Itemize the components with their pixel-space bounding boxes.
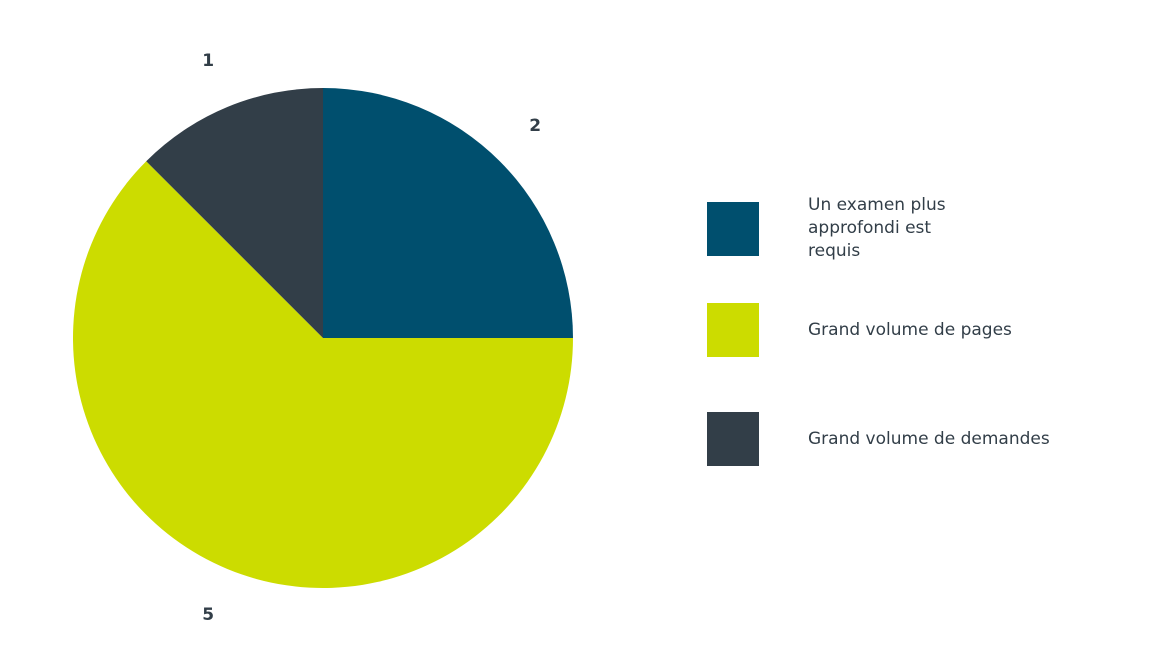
- legend-swatch: [707, 303, 759, 357]
- legend-entry: Grand volume de pages: [707, 303, 1127, 357]
- legend-label: Grand volume de demandes: [808, 428, 1050, 449]
- legend-swatch: [707, 201, 759, 256]
- pie-slice: [323, 88, 573, 338]
- data-label: 5: [202, 605, 214, 625]
- legend-entry: Un examen plus approfondi est requis: [707, 194, 1127, 263]
- pie-slice: [73, 161, 574, 588]
- legend-swatch: [707, 412, 759, 466]
- legend-label: Un examen plus approfondi est requis: [808, 195, 946, 261]
- data-label: 2: [529, 116, 541, 136]
- data-label: 1: [202, 51, 214, 71]
- legend-entry: Grand volume de demandes: [707, 412, 1127, 466]
- pie-slice: [146, 88, 323, 338]
- legend-label: Grand volume de pages: [808, 319, 1012, 340]
